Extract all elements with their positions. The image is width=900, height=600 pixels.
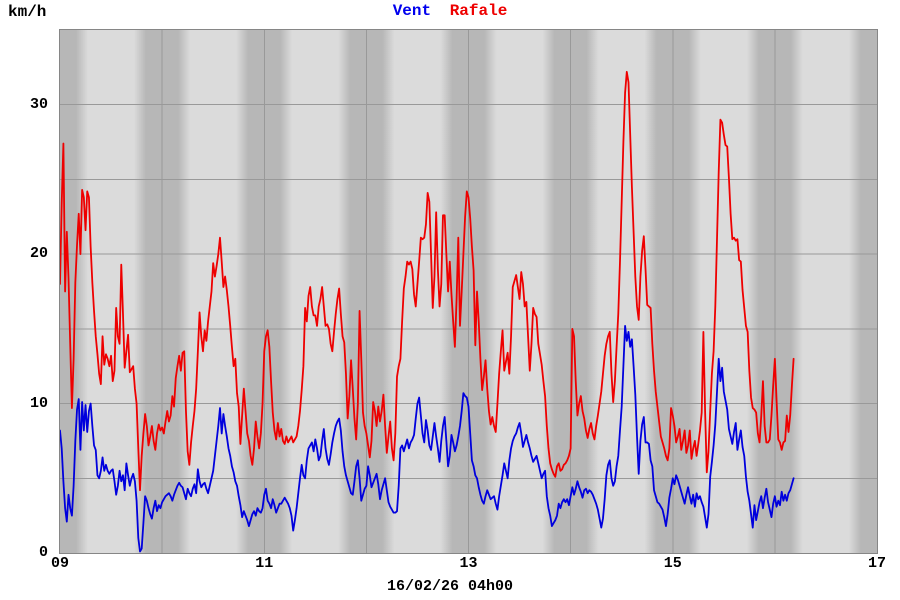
- x-axis-tick-labels: 09 11 13 15 17: [51, 555, 886, 574]
- series-lines: [60, 70, 795, 553]
- x-tick-label: 09: [50, 555, 69, 572]
- y-tick-label: 20: [29, 245, 48, 263]
- x-tick-label: 11: [255, 555, 274, 572]
- vent-line: [60, 324, 795, 553]
- x-tick-label: 15: [663, 555, 682, 572]
- x-axis-date-label: 16/02/26 04h00: [386, 578, 514, 595]
- y-tick-label: 0: [38, 544, 48, 561]
- gridlines: [60, 30, 877, 553]
- chart-svg: [60, 30, 877, 553]
- y-tick-label: 30: [29, 95, 48, 113]
- legend-vent-label: Vent: [392, 2, 432, 20]
- y-tick-label: 10: [29, 394, 48, 412]
- y-axis-tick-labels: 0 10 20 30: [0, 30, 52, 560]
- plot-area: [59, 29, 878, 554]
- chart-title: Vent Rafale: [0, 2, 900, 20]
- x-tick-label: 13: [459, 555, 478, 572]
- rafale-line: [60, 70, 795, 492]
- x-tick-label: 17: [867, 555, 886, 572]
- y-axis-unit-label: km/h: [8, 3, 47, 21]
- legend-rafale-label: Rafale: [449, 2, 508, 20]
